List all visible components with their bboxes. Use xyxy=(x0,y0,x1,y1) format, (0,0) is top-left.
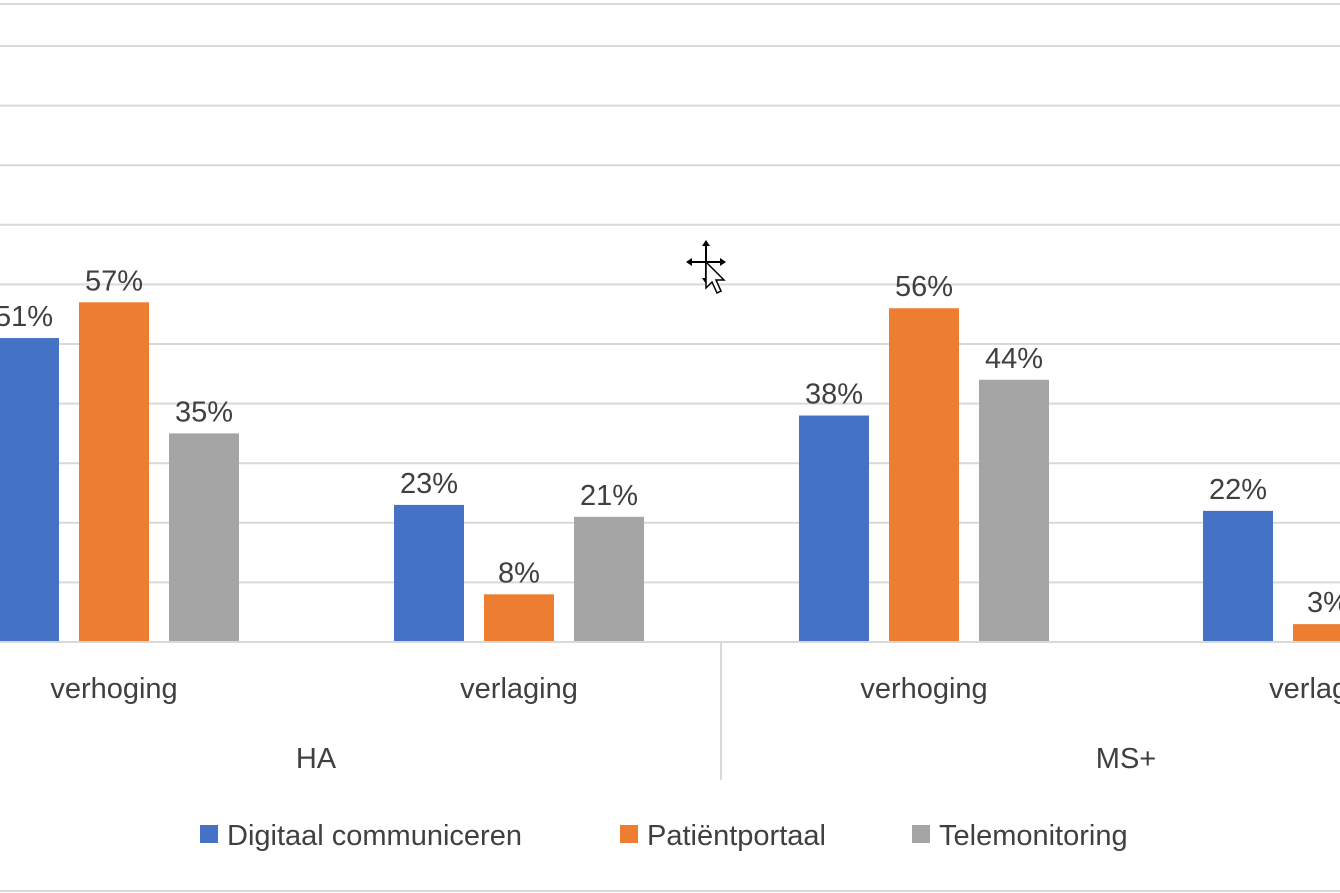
data-label-1-2: 56% xyxy=(895,271,953,303)
bar-pati-ntportaal-3[interactable] xyxy=(1293,624,1340,642)
bar-pati-ntportaal-1[interactable] xyxy=(484,594,554,642)
bar-digitaal-communiceren-0[interactable] xyxy=(0,338,59,642)
bar-digitaal-communiceren-2[interactable] xyxy=(799,415,869,642)
bar-pati-ntportaal-2[interactable] xyxy=(889,308,959,642)
data-label-1-1: 8% xyxy=(498,557,540,589)
bar-telemonitoring-0[interactable] xyxy=(169,433,239,642)
legend-swatch-3 xyxy=(912,825,930,843)
data-label-1-3: 3% xyxy=(1307,587,1340,619)
legend-label-1: Digitaal communiceren xyxy=(227,820,522,852)
category-label-0: verhoging xyxy=(50,673,177,705)
data-label-0-1: 23% xyxy=(400,468,458,500)
data-labels: 51% 23% 38% 22% 57% 8% 56% 3% 35% 21% 44% xyxy=(0,265,1340,619)
legend-label-2: Patiëntportaal xyxy=(647,820,826,852)
category-label-3: verlaging xyxy=(1269,673,1340,705)
bar-telemonitoring-1[interactable] xyxy=(574,516,644,642)
data-label-2-1: 21% xyxy=(580,480,638,512)
bar-digitaal-communiceren-3[interactable] xyxy=(1203,510,1273,642)
legend-label-3: Telemonitoring xyxy=(939,820,1128,852)
data-label-0-3: 22% xyxy=(1209,474,1267,506)
group-label-ms: MS+ xyxy=(1096,743,1156,775)
category-label-2: verhoging xyxy=(860,673,987,705)
legend-item-3[interactable]: Telemonitoring xyxy=(912,820,1128,852)
data-label-1-0: 57% xyxy=(85,265,143,297)
data-label-0-2: 38% xyxy=(805,379,863,411)
bars xyxy=(0,302,1340,642)
group-label-ha: HA xyxy=(296,743,337,775)
legend-item-1[interactable]: Digitaal communiceren xyxy=(200,820,522,852)
data-label-0-0: 51% xyxy=(0,301,53,333)
data-label-2-0: 35% xyxy=(175,396,233,428)
x-axis: verhoging verlaging HA verhoging verlaging MS… xyxy=(0,641,1340,780)
bar-telemonitoring-2[interactable] xyxy=(979,379,1049,642)
move-cursor-icon xyxy=(686,240,726,295)
legend-swatch-2 xyxy=(620,825,638,843)
bar-pati-ntportaal-0[interactable] xyxy=(79,302,149,642)
data-label-2-2: 44% xyxy=(985,343,1043,375)
category-label-1: verlaging xyxy=(460,673,578,705)
legend-swatch-1 xyxy=(200,825,218,843)
legend-item-2[interactable]: Patiëntportaal xyxy=(620,820,826,852)
bar-digitaal-communiceren-1[interactable] xyxy=(394,504,464,642)
legend[interactable]: Digitaal communiceren Patiëntportaal Telem… xyxy=(200,820,1128,852)
